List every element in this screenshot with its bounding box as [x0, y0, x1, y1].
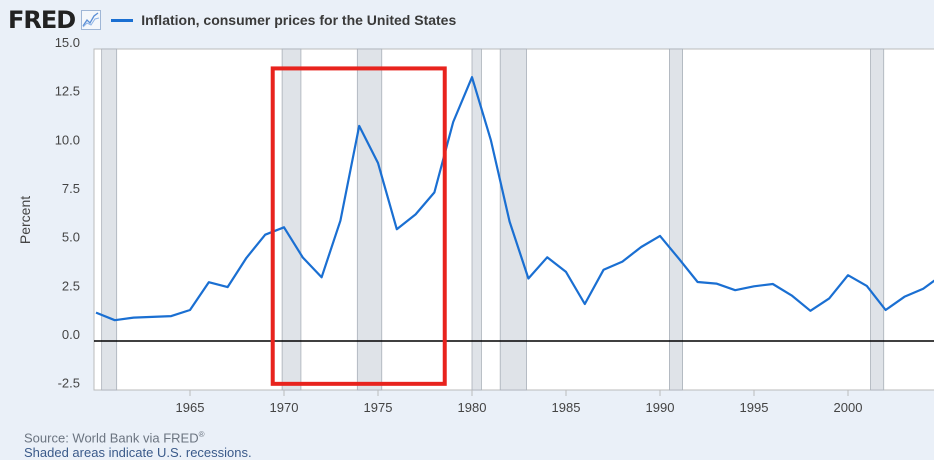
recession-note: Shaded areas indicate U.S. recessions. — [24, 445, 252, 460]
y-tick-label: 12.5 — [55, 84, 80, 99]
chart-line-icon — [81, 10, 102, 30]
y-tick-label: 0.0 — [62, 327, 80, 342]
x-tick-label: 1995 — [740, 400, 769, 415]
y-tick-label: 15.0 — [55, 35, 80, 50]
y-tick-label: 5.0 — [62, 230, 80, 245]
x-tick-label: 1980 — [458, 400, 487, 415]
x-tick-label: 1975 — [364, 400, 393, 415]
recession-band — [669, 48, 683, 391]
recession-band — [281, 48, 302, 391]
y-tick-label: 10.0 — [55, 132, 80, 147]
source-text: Source: World Bank via FRED — [24, 430, 199, 446]
series-line — [95, 76, 934, 322]
recession-band — [499, 48, 527, 391]
y-axis-label: Percent — [17, 196, 33, 244]
x-tick-label: 1985 — [552, 400, 581, 415]
recession-band — [471, 48, 482, 391]
x-tick-label: 2000 — [834, 400, 863, 415]
y-tick-label: 2.5 — [62, 278, 80, 293]
annotation-box — [270, 66, 447, 386]
legend-label: Inflation, consumer prices for the Unite… — [141, 12, 457, 28]
source-note: Source: World Bank via FRED® — [24, 427, 252, 445]
fred-logo[interactable]: FRED — [8, 6, 76, 34]
recession-band — [870, 48, 885, 391]
y-tick-label: -2.5 — [58, 376, 80, 391]
footer: Source: World Bank via FRED® Shaded area… — [24, 427, 252, 460]
x-tick-label: 1970 — [270, 400, 299, 415]
registered-mark: ® — [198, 430, 205, 439]
x-tick-label: 1990 — [646, 400, 675, 415]
x-tick-label: 1965 — [176, 400, 205, 415]
legend-swatch — [111, 18, 134, 22]
recession-band — [101, 48, 118, 391]
chart-header: FRED Inflation, consumer prices for the … — [8, 6, 456, 34]
y-tick-label: 7.5 — [62, 181, 80, 196]
recession-band — [356, 48, 383, 391]
